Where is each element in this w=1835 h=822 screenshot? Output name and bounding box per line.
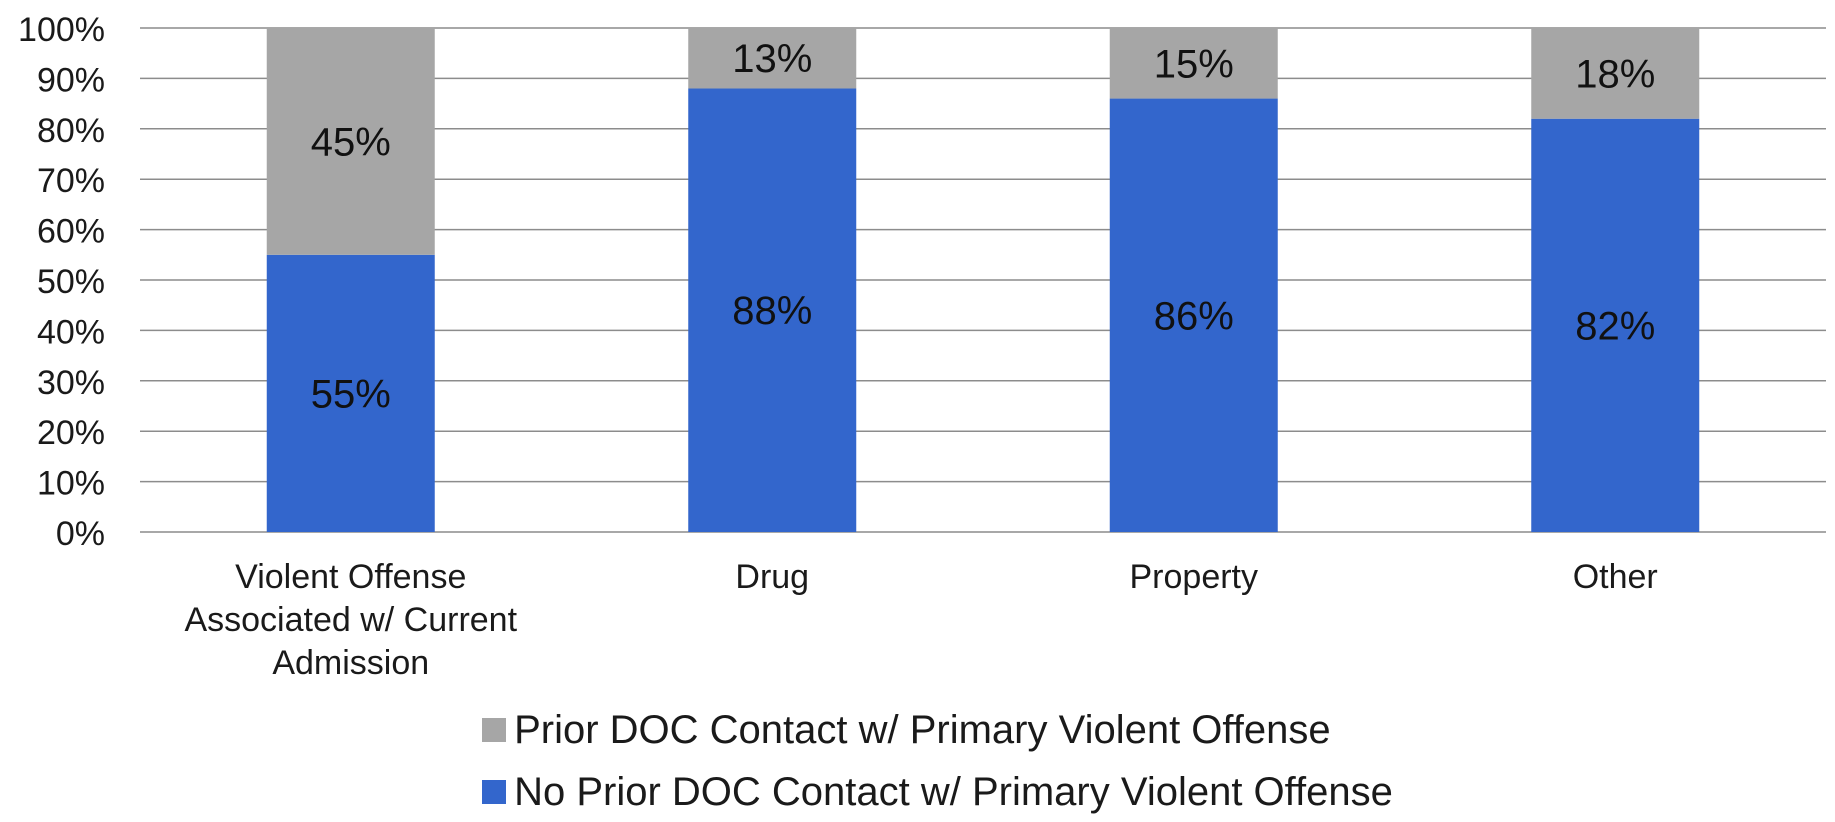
bar-segment-no-prior — [266, 254, 435, 533]
legend-swatch-no-prior — [482, 780, 507, 804]
bar-segment-no-prior — [688, 88, 857, 532]
data-label: 86% — [1154, 294, 1234, 338]
bar-segment-prior — [1109, 28, 1278, 99]
x-tick-label: Other — [1573, 558, 1658, 596]
bar-segment-prior — [266, 28, 435, 255]
data-label: 82% — [1575, 304, 1655, 348]
x-tick-label: Drug — [735, 558, 809, 596]
y-tick-label: 40% — [37, 313, 105, 351]
y-tick-label: 10% — [37, 465, 105, 503]
bar-segment-no-prior — [1109, 98, 1278, 532]
data-label: 88% — [732, 289, 812, 333]
data-label: 55% — [311, 372, 391, 416]
bar-segment-prior — [1531, 28, 1700, 119]
x-tick-label: Violent Offense — [235, 558, 466, 596]
bar-segment-prior — [688, 28, 857, 89]
x-tick-label: Admission — [272, 644, 429, 682]
legend-item-no-prior: No Prior DOC Contact w/ Primary Violent … — [482, 767, 1393, 817]
legend-items: Prior DOC Contact w/ Primary Violent Off… — [482, 705, 1393, 817]
bar-segment-no-prior — [1531, 118, 1700, 532]
legend-swatch-prior — [482, 718, 507, 742]
y-tick-label: 90% — [37, 61, 105, 99]
y-tick-label: 30% — [37, 364, 105, 402]
y-tick-label: 70% — [37, 162, 105, 200]
data-label: 13% — [732, 37, 812, 81]
data-label: 15% — [1154, 42, 1234, 86]
y-tick-label: 100% — [18, 11, 105, 49]
x-tick-label: Associated w/ Current — [184, 601, 517, 639]
y-tick-label: 50% — [37, 263, 105, 301]
data-label: 18% — [1575, 52, 1655, 96]
y-tick-label: 80% — [37, 112, 105, 150]
legend-label-no-prior: No Prior DOC Contact w/ Primary Violent … — [514, 769, 1393, 814]
legend-item-prior: Prior DOC Contact w/ Primary Violent Off… — [482, 705, 1331, 755]
legend-label-prior: Prior DOC Contact w/ Primary Violent Off… — [514, 707, 1331, 752]
y-tick-label: 20% — [37, 414, 105, 452]
x-tick-label: Property — [1130, 558, 1259, 596]
y-tick-label: 60% — [37, 213, 105, 251]
data-label: 45% — [311, 120, 391, 164]
y-tick-label: 0% — [56, 515, 105, 553]
legend: Prior DOC Contact w/ Primary Violent Off… — [0, 705, 1835, 817]
